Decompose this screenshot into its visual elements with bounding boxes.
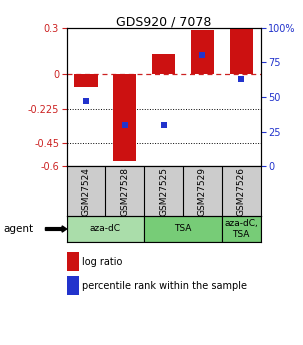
Text: aza-dC,
TSA: aza-dC, TSA [224, 219, 258, 239]
Text: GDS920 / 7078: GDS920 / 7078 [116, 16, 211, 29]
Bar [152, 54, 175, 74]
Text: TSA: TSA [174, 225, 192, 234]
Text: GSM27526: GSM27526 [237, 167, 246, 216]
Text: GSM27524: GSM27524 [82, 167, 91, 216]
Text: GSM27528: GSM27528 [120, 167, 129, 216]
Bar [144, 217, 222, 241]
Bar [230, 28, 253, 74]
Bar [75, 74, 98, 87]
Bar [191, 30, 214, 74]
Text: log ratio: log ratio [82, 257, 122, 266]
Bar [222, 217, 261, 241]
Text: agent: agent [3, 224, 33, 234]
Text: GSM27525: GSM27525 [159, 167, 168, 216]
Bar [113, 74, 136, 161]
Bar [67, 217, 144, 241]
Text: percentile rank within the sample: percentile rank within the sample [82, 281, 247, 290]
Text: aza-dC: aza-dC [90, 225, 121, 234]
Text: GSM27529: GSM27529 [198, 167, 207, 216]
